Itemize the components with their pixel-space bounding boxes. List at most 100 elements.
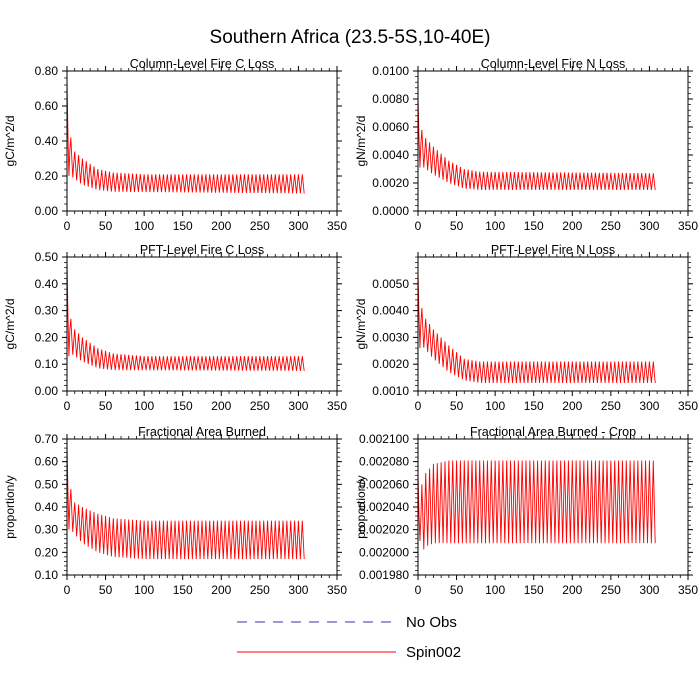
y-tick-label: 0.0100 (372, 64, 409, 78)
x-tick-label: 200 (562, 399, 582, 413)
y-tick-label: 0.60 (35, 455, 59, 469)
x-tick-label: 200 (211, 399, 231, 413)
x-tick-label: 300 (288, 583, 308, 597)
y-tick-label: 0.0020 (372, 357, 409, 371)
x-tick-label: 300 (288, 399, 308, 413)
legend-label-no-obs: No Obs (406, 614, 457, 631)
x-tick-label: 250 (250, 399, 270, 413)
panel-title: Column-Level Fire N Loss (481, 57, 626, 71)
plot-frame (417, 70, 689, 212)
x-tick-label: 150 (173, 219, 193, 233)
panel-4: 0 50 100 150 200 250 300 350 0.0010 0.0020 0.0030 0… (354, 243, 698, 413)
y-tick-label: 0.10 (35, 568, 59, 582)
y-tick-label: 0.30 (35, 523, 59, 537)
y-tick-label: 0.40 (35, 500, 59, 514)
figure-title: Southern Africa (23.5-5S,10-40E) (210, 27, 491, 48)
panel-title: Column-Level Fire C Loss (130, 57, 275, 71)
x-tick-label: 350 (327, 219, 347, 233)
x-tick-label: 350 (678, 219, 698, 233)
x-tick-label: 200 (211, 583, 231, 597)
y-tick-label: 0.80 (35, 64, 59, 78)
plot-frame (417, 256, 689, 392)
x-tick-label: 350 (678, 583, 698, 597)
y-tick-label: 0.20 (35, 545, 59, 559)
x-tick-label: 50 (450, 583, 464, 597)
x-tick-label: 0 (64, 219, 71, 233)
panel-title: PFT-Level Fire N Loss (491, 243, 615, 257)
y-axis-label: proportion/y (354, 475, 368, 538)
x-tick-label: 200 (562, 583, 582, 597)
series-line-spin002 (417, 270, 656, 384)
panel-6: 0 50 100 150 200 250 300 350 0.001980 0.002000 0.0… (354, 425, 698, 597)
y-tick-label: 0.001980 (359, 568, 409, 582)
x-tick-label: 250 (601, 583, 621, 597)
x-tick-label: 250 (601, 219, 621, 233)
x-tick-label: 300 (639, 219, 659, 233)
y-tick-label: 0.00 (35, 204, 59, 218)
plot-frame (66, 256, 338, 392)
x-tick-label: 150 (173, 583, 193, 597)
series-line-spin002 (417, 96, 656, 191)
y-axis-label: proportion/y (3, 475, 17, 538)
x-tick-label: 100 (134, 583, 154, 597)
y-tick-label: 0.50 (35, 250, 59, 264)
y-tick-label: 0.40 (35, 134, 59, 148)
x-tick-label: 350 (327, 583, 347, 597)
y-tick-label: 0.002000 (359, 545, 409, 559)
plot-frame (417, 438, 689, 576)
legend: No Obs Spin002 (237, 614, 461, 661)
y-tick-label: 0.20 (35, 169, 59, 183)
legend-label-spin002: Spin002 (406, 644, 461, 661)
y-tick-label: 0.0030 (372, 330, 409, 344)
y-tick-label: 0.0020 (372, 176, 409, 190)
panel-1: 0 50 100 150 200 250 300 350 0.00 0.20 0.40 0.60 0.8… (3, 57, 347, 233)
x-tick-label: 50 (99, 219, 113, 233)
y-tick-label: 0.60 (35, 99, 59, 113)
panel-title: Fractional Area Burned (138, 425, 266, 439)
x-tick-label: 50 (99, 399, 113, 413)
x-tick-label: 100 (134, 399, 154, 413)
x-tick-label: 350 (327, 399, 347, 413)
x-tick-label: 200 (211, 219, 231, 233)
series-line-spin002 (66, 79, 305, 194)
x-tick-label: 0 (415, 219, 422, 233)
x-tick-label: 250 (250, 583, 270, 597)
x-tick-label: 300 (639, 583, 659, 597)
x-tick-label: 250 (250, 219, 270, 233)
y-tick-label: 0.0050 (372, 277, 409, 291)
x-tick-label: 100 (485, 399, 505, 413)
y-tick-label: 0.0080 (372, 92, 409, 106)
x-tick-label: 50 (450, 219, 464, 233)
y-tick-label: 0.002020 (359, 523, 409, 537)
panel-title: PFT-Level Fire C Loss (140, 243, 264, 257)
y-tick-label: 0.20 (35, 330, 59, 344)
y-tick-label: 0.10 (35, 357, 59, 371)
panel-5: 0 50 100 150 200 250 300 350 0.10 0.20 0.30 0.40 0.5… (3, 425, 347, 597)
x-tick-label: 250 (601, 399, 621, 413)
panel-3: 0 50 100 150 200 250 300 350 0.00 0.10 0.20 0.30 0.4… (3, 243, 347, 413)
y-tick-label: 0.002100 (359, 432, 409, 446)
y-tick-label: 0.70 (35, 432, 59, 446)
y-tick-label: 0.0010 (372, 384, 409, 398)
x-tick-label: 350 (678, 399, 698, 413)
x-tick-label: 300 (639, 399, 659, 413)
series-line-spin002 (66, 259, 305, 371)
x-tick-label: 0 (64, 583, 71, 597)
x-tick-label: 50 (99, 583, 113, 597)
x-tick-label: 200 (562, 219, 582, 233)
y-tick-label: 0.002080 (359, 455, 409, 469)
y-axis-label: gC/m^2/d (3, 116, 17, 167)
x-tick-label: 150 (524, 219, 544, 233)
y-tick-label: 0.002060 (359, 477, 409, 491)
panels: 0 50 100 150 200 250 300 350 0.00 0.20 0.40 0.60 0.8… (3, 57, 698, 597)
y-tick-label: 0.00 (35, 384, 59, 398)
y-axis-label: gC/m^2/d (3, 299, 17, 350)
x-tick-label: 50 (450, 399, 464, 413)
y-tick-label: 0.0000 (372, 204, 409, 218)
x-tick-label: 0 (415, 583, 422, 597)
x-tick-label: 150 (524, 583, 544, 597)
y-tick-label: 0.0060 (372, 120, 409, 134)
y-axis-label: gN/m^2/d (354, 116, 368, 167)
panel-2: 0 50 100 150 200 250 300 350 0.0000 0.0020 0.0040 0… (354, 57, 698, 233)
